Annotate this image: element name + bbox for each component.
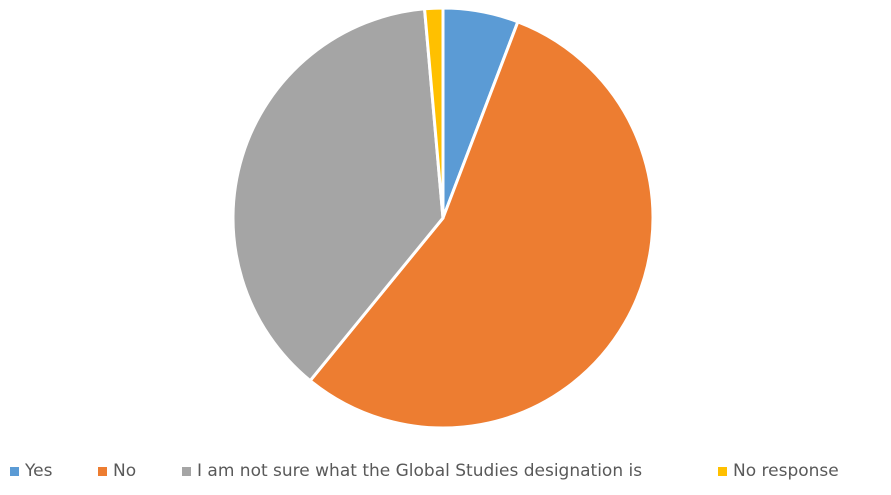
legend-item-not-sure: I am not sure what the Global Studies de…: [182, 458, 642, 484]
legend-swatch-not-sure: [182, 466, 191, 476]
legend-swatch-no-response: [718, 466, 727, 476]
legend-label-no-response: No response: [733, 461, 839, 481]
legend-item-yes: Yes: [10, 458, 52, 484]
legend-swatch-yes: [10, 466, 19, 476]
legend-label-not-sure: I am not sure what the Global Studies de…: [197, 461, 643, 481]
legend-item-no-response: No response: [718, 458, 839, 484]
slice-not-sure: [231, 7, 445, 383]
pie-chart: [231, 6, 655, 430]
slice-no-response: [423, 6, 445, 220]
chart-legend: Yes No I am not sure what the Global Stu…: [0, 458, 891, 486]
legend-label-yes: Yes: [25, 461, 53, 481]
legend-item-no: No: [98, 458, 136, 484]
legend-swatch-no: [98, 466, 107, 476]
slice-no: [308, 20, 655, 430]
legend-label-no: No: [113, 461, 137, 481]
